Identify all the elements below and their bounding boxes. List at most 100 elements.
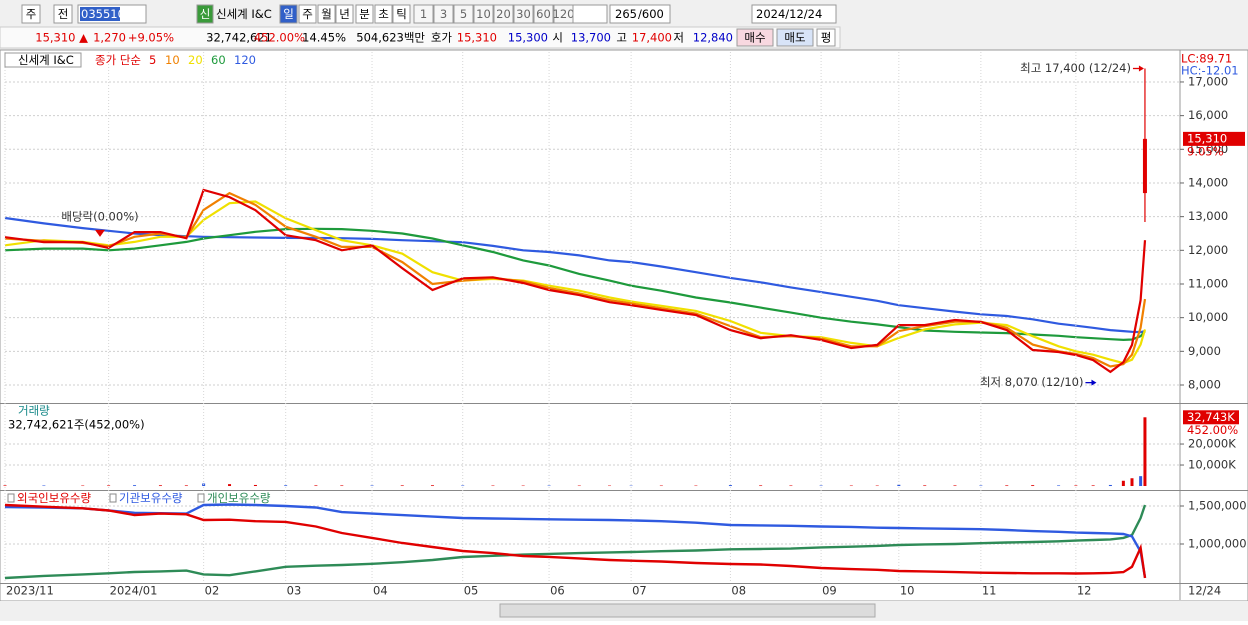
volume-bar: [314, 485, 317, 486]
x-tick-label: 2024/01: [110, 584, 158, 598]
sell-label[interactable]: 매도: [784, 31, 805, 45]
tick-button[interactable]: 120: [553, 7, 575, 21]
quote-turnover: 14.45%: [302, 31, 346, 45]
volume-bar: [185, 485, 188, 486]
combo[interactable]: [573, 5, 607, 23]
volume-subtitle: 32,742,621주(452,00%): [8, 418, 145, 432]
volume-bar: [1031, 485, 1034, 486]
legend-entry: 120: [234, 53, 256, 67]
volume-bar: [159, 485, 162, 486]
volume-bar: [789, 485, 792, 486]
legend-entry: 개인보유수량: [207, 491, 271, 505]
stock-name: 신세계 I&C: [216, 7, 272, 21]
x-tick-label: 04: [373, 584, 388, 598]
quote-amount: 504,623백만: [356, 31, 425, 45]
x-tick-label: 07: [632, 584, 647, 598]
last-volume-label: 32,743K: [1187, 410, 1235, 424]
tick-button[interactable]: 3: [440, 7, 447, 21]
chart-subtitle: 종가 단순: [95, 53, 141, 67]
volume-bar: [1057, 485, 1060, 486]
x-tick-label: 2023/11: [6, 584, 54, 598]
stock-code: 035510: [81, 7, 125, 21]
change-pct: 9.05%: [1187, 144, 1224, 158]
quote-ask: 15,310: [457, 31, 497, 45]
y-tick-label: 12,000: [1188, 243, 1228, 257]
quote-low: 12,840: [693, 31, 733, 45]
interval-button[interactable]: 주: [302, 7, 313, 21]
x-tick-label: 09: [822, 584, 837, 598]
volume-bar: [1139, 476, 1142, 486]
y-tick-label: 10,000K: [1188, 458, 1236, 472]
quote-high-label: 고: [616, 31, 627, 45]
last-price-label: 15,310: [1187, 131, 1227, 145]
volume-bar: [461, 485, 464, 486]
volume-bar: [133, 485, 136, 486]
y-tick-label: 9,000: [1188, 344, 1221, 358]
volume-bar: [228, 484, 231, 486]
interval-button[interactable]: 초: [378, 7, 389, 21]
volume-bar: [923, 485, 926, 486]
x-tick-label: 12: [1077, 584, 1092, 598]
y-tick-label: 13,000: [1188, 209, 1228, 223]
quote-price: 15,310 ▲: [35, 31, 88, 45]
volume-bar: [729, 485, 732, 486]
interval-button[interactable]: 일: [283, 7, 294, 21]
volume-bar: [953, 485, 956, 486]
legend-entry: 기관보유수량: [119, 491, 183, 505]
volume-bar: [1122, 481, 1125, 486]
legend-marker: [110, 494, 116, 502]
tick-button[interactable]: 60: [536, 7, 551, 21]
bar-max: /600: [638, 7, 664, 21]
market-select[interactable]: 전: [58, 7, 69, 21]
quote-low-label: 저: [673, 31, 684, 45]
interval-button[interactable]: 틱: [396, 7, 407, 21]
volume-bar: [42, 485, 45, 486]
tick-button[interactable]: 1: [420, 7, 427, 21]
quote-open-label: 시: [552, 31, 563, 45]
legend-entry: 60: [211, 53, 226, 67]
annotation: 배당락(0.00%): [61, 209, 138, 223]
annotation: 최고 17,400 (12/24): [1020, 61, 1131, 75]
quote-change: 1,270: [93, 31, 126, 45]
interval-button[interactable]: 분: [359, 7, 370, 21]
period-select[interactable]: 주: [26, 7, 37, 21]
volume-bar: [284, 485, 287, 486]
avg-label[interactable]: 평: [821, 31, 832, 45]
legend-entry: 5: [149, 53, 156, 67]
volume-bar: [431, 485, 434, 486]
scrollbar[interactable]: [500, 604, 875, 617]
volume-bar: [254, 485, 257, 486]
volume-bar: [1005, 485, 1008, 486]
interval-button[interactable]: 년: [339, 7, 350, 21]
buy-label[interactable]: 매수: [744, 31, 765, 45]
x-tick-label: 05: [464, 584, 479, 598]
quote-open: 13,700: [571, 31, 611, 45]
y-tick-label: 8,000: [1188, 377, 1221, 391]
volume-bar: [340, 485, 343, 486]
quote-bid: 15,300: [508, 31, 548, 45]
badge: 신: [200, 7, 211, 21]
volume-bar: [1074, 485, 1077, 486]
tick-button[interactable]: 5: [460, 7, 467, 21]
x-tick-label: 10: [900, 584, 915, 598]
x-tick-label: 03: [287, 584, 302, 598]
tick-button[interactable]: 20: [496, 7, 511, 21]
tick-button[interactable]: 10: [476, 7, 491, 21]
interval-button[interactable]: 월: [321, 7, 332, 21]
quote-high: 17,400: [632, 31, 672, 45]
volume-bar: [4, 485, 7, 486]
indicator: HC:-12.01: [1181, 64, 1239, 78]
volume-bar: [1130, 478, 1133, 486]
chart-area: [0, 50, 1248, 601]
volume-bar: [371, 485, 374, 486]
annotation: 최저 8,070 (12/10): [980, 375, 1084, 389]
bar-count: 265: [615, 7, 637, 21]
y-tick-label: 10,000: [1188, 310, 1228, 324]
date: 2024/12/24: [756, 7, 822, 21]
legend-marker: [8, 494, 14, 502]
volume-ratio: 452.00%: [1187, 423, 1238, 437]
x-tick-label: 02: [205, 584, 220, 598]
y-tick-label: 14,000: [1188, 175, 1228, 189]
tick-button[interactable]: 30: [516, 7, 531, 21]
